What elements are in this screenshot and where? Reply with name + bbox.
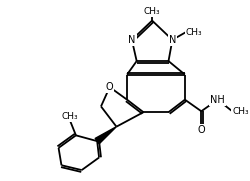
Text: CH₃: CH₃: [62, 112, 78, 121]
Text: O: O: [197, 125, 204, 134]
Text: CH₃: CH₃: [143, 7, 160, 16]
Text: CH₃: CH₃: [231, 107, 248, 116]
Text: N: N: [128, 35, 135, 45]
Polygon shape: [95, 127, 116, 144]
Text: O: O: [106, 82, 113, 92]
Text: NH: NH: [210, 95, 224, 105]
Text: CH₃: CH₃: [185, 28, 202, 37]
Text: N: N: [168, 35, 175, 45]
